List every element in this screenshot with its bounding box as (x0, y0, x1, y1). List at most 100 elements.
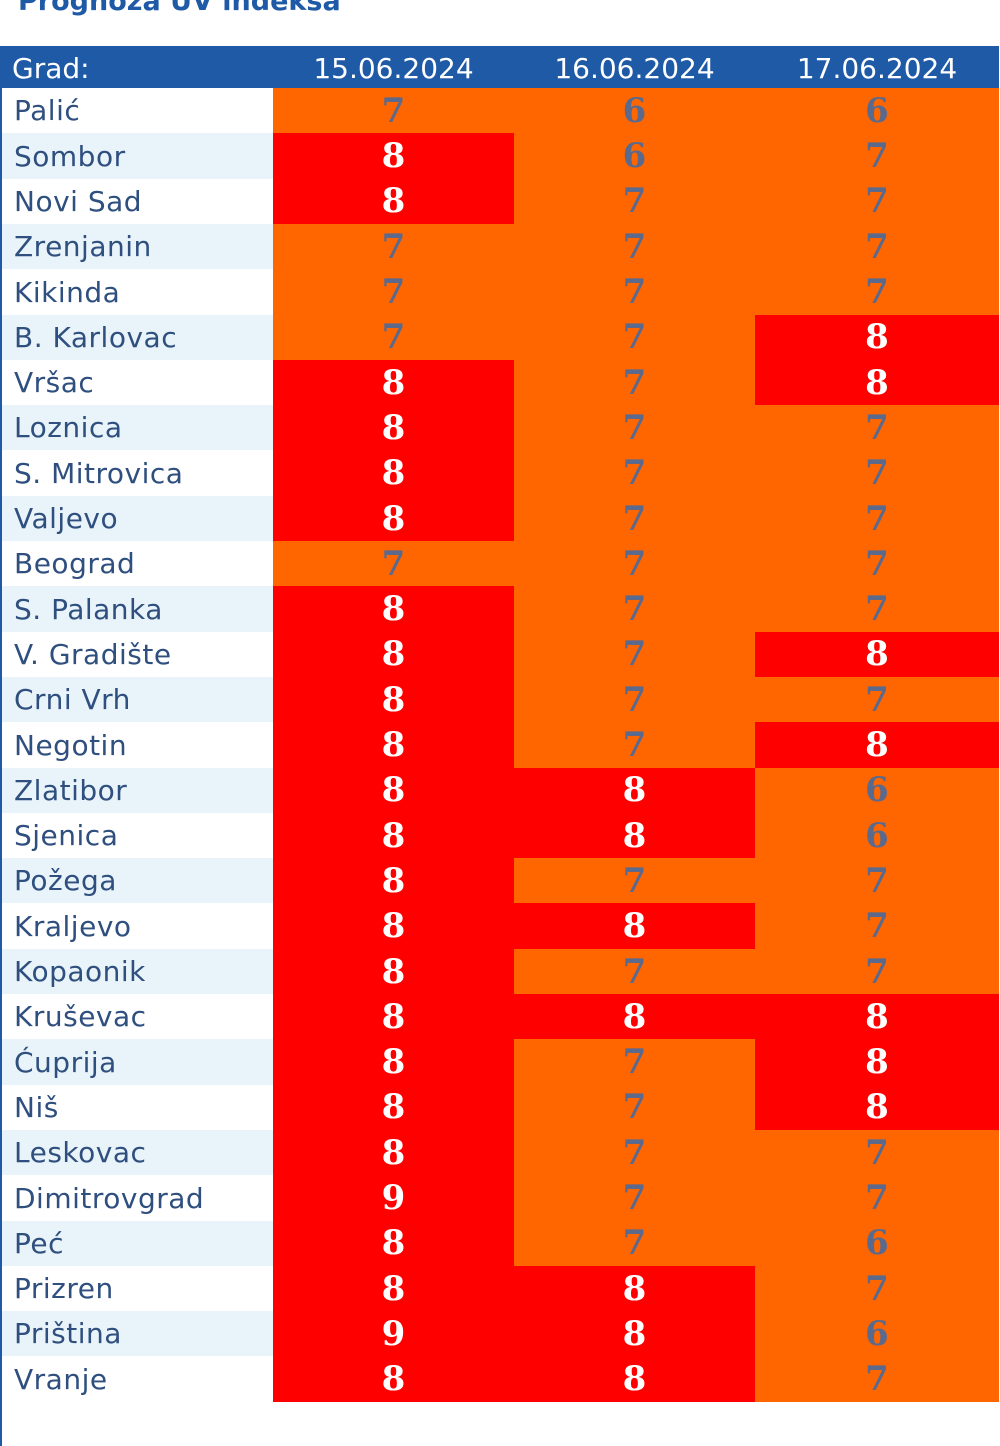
uv-value: 8 (273, 858, 514, 904)
uv-value: 7 (755, 1356, 999, 1403)
uv-value: 8 (514, 994, 755, 1040)
uv-value: 8 (273, 767, 514, 814)
city-name: Kopaonik (2, 948, 273, 995)
uv-value: 7 (755, 903, 999, 950)
uv-value: 8 (273, 495, 514, 542)
city-name: B. Karlovac (2, 314, 273, 361)
uv-value: 8 (514, 1356, 755, 1403)
uv-value: 7 (514, 495, 755, 542)
header-cell: 15.06.2024 (273, 48, 514, 88)
uv-value: 8 (273, 1356, 514, 1403)
city-name: Niš (2, 1084, 273, 1131)
city-name: Crni Vrh (2, 676, 273, 723)
city-name: Kraljevo (2, 903, 273, 950)
city-name: Zlatibor (2, 767, 273, 814)
city-name: Ćuprija (2, 1039, 273, 1086)
city-name: Kikinda (2, 269, 273, 315)
uv-value: 8 (273, 359, 514, 406)
city-name: Sjenica (2, 812, 273, 859)
uv-value: 7 (514, 450, 755, 497)
city-name: Kruševac (2, 994, 273, 1040)
uv-value: 8 (273, 994, 514, 1040)
city-name: Loznica (2, 405, 273, 451)
city-name: Priština (2, 1311, 273, 1357)
uv-value: 6 (755, 767, 999, 814)
uv-value: 7 (755, 495, 999, 542)
uv-value: 8 (273, 903, 514, 950)
uv-value: 7 (273, 541, 514, 587)
uv-value: 7 (514, 1039, 755, 1086)
uv-value: 6 (755, 1220, 999, 1267)
uv-value: 6 (514, 133, 755, 180)
city-name: Valjevo (2, 495, 273, 542)
uv-value: 8 (755, 1084, 999, 1131)
city-name: Peć (2, 1220, 273, 1267)
uv-value: 7 (514, 1175, 755, 1221)
uv-value: 7 (514, 631, 755, 678)
uv-value: 7 (514, 1084, 755, 1131)
city-name: V. Gradište (2, 631, 273, 678)
uv-value: 7 (755, 1129, 999, 1176)
uv-value: 8 (755, 631, 999, 678)
uv-value: 8 (514, 812, 755, 859)
uv-value: 6 (755, 1311, 999, 1357)
uv-value: 6 (514, 88, 755, 134)
uv-value: 8 (273, 586, 514, 633)
uv-value: 8 (273, 178, 514, 225)
uv-value: 8 (514, 903, 755, 950)
uv-value: 9 (273, 1311, 514, 1357)
uv-value: 8 (273, 722, 514, 768)
uv-value: 7 (514, 359, 755, 406)
uv-value: 8 (273, 676, 514, 723)
uv-value: 8 (273, 1265, 514, 1312)
uv-value: 7 (755, 586, 999, 633)
uv-value: 6 (755, 88, 999, 134)
city-name: Prizren (2, 1265, 273, 1312)
uv-value: 8 (755, 359, 999, 406)
uv-value: 7 (273, 223, 514, 270)
city-name: Palić (2, 88, 273, 134)
uv-value: 8 (273, 631, 514, 678)
city-name: Zrenjanin (2, 223, 273, 270)
uv-value: 7 (273, 314, 514, 361)
city-name: S. Mitrovica (2, 450, 273, 497)
uv-value: 8 (755, 722, 999, 768)
uv-value: 7 (755, 223, 999, 270)
city-name: Vranje (2, 1356, 273, 1403)
uv-value: 7 (755, 1265, 999, 1312)
uv-value: 7 (514, 178, 755, 225)
uv-value: 8 (273, 812, 514, 859)
uv-value: 8 (273, 948, 514, 995)
uv-value: 8 (514, 767, 755, 814)
uv-value: 7 (755, 541, 999, 587)
uv-value: 7 (514, 269, 755, 315)
uv-value: 7 (755, 858, 999, 904)
city-name: Leskovac (2, 1129, 273, 1176)
page-title: Prognoza UV indeksa (18, 0, 341, 17)
uv-value: 8 (514, 1265, 755, 1312)
uv-value: 8 (273, 1220, 514, 1267)
city-name: Beograd (2, 541, 273, 587)
uv-value: 7 (755, 676, 999, 723)
uv-value: 7 (514, 586, 755, 633)
uv-value: 7 (755, 405, 999, 451)
city-name: Sombor (2, 133, 273, 180)
uv-value: 8 (273, 405, 514, 451)
uv-value: 7 (755, 133, 999, 180)
uv-value: 7 (273, 269, 514, 315)
uv-value: 7 (514, 1129, 755, 1176)
city-name: Vršac (2, 359, 273, 406)
uv-value: 7 (514, 314, 755, 361)
uv-value: 8 (273, 1084, 514, 1131)
city-name: Negotin (2, 722, 273, 768)
header-cell: Grad: (2, 48, 273, 88)
uv-value: 8 (755, 1039, 999, 1086)
uv-value: 8 (273, 1129, 514, 1176)
city-name: Dimitrovgrad (2, 1175, 273, 1221)
city-name: Novi Sad (2, 178, 273, 225)
uv-value: 7 (514, 722, 755, 768)
uv-value: 6 (755, 812, 999, 859)
uv-value: 7 (514, 1220, 755, 1267)
uv-value: 7 (273, 88, 514, 134)
uv-value: 7 (514, 223, 755, 270)
